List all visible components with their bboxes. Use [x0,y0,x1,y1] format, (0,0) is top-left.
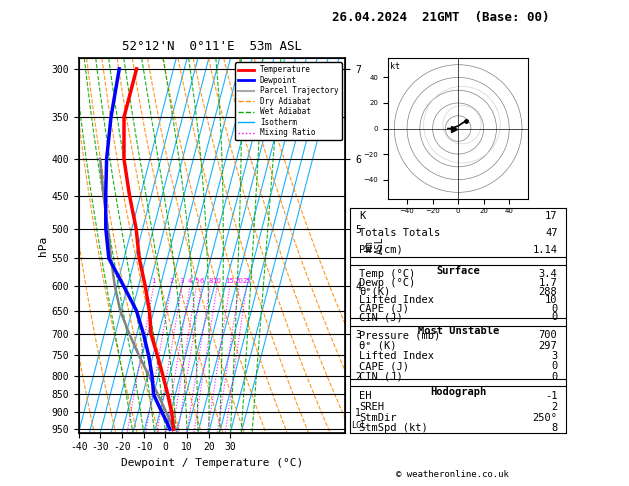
Text: 0: 0 [551,361,557,371]
Text: Dewp (°C): Dewp (°C) [359,278,415,288]
Text: Lifted Index: Lifted Index [359,351,434,361]
Text: θᵉ (K): θᵉ (K) [359,341,396,350]
Text: 3.4: 3.4 [538,269,557,279]
Text: 5: 5 [194,278,199,284]
Text: PW (cm): PW (cm) [359,245,403,255]
Text: Hodograph: Hodograph [430,387,486,397]
Text: 26.04.2024  21GMT  (Base: 00): 26.04.2024 21GMT (Base: 00) [331,11,549,24]
Text: Most Unstable: Most Unstable [418,326,499,336]
Text: 0: 0 [551,312,557,322]
Text: 250°: 250° [533,413,557,422]
Text: -1: -1 [545,391,557,401]
Text: 700: 700 [538,330,557,340]
Text: CIN (J): CIN (J) [359,312,403,322]
Text: SREH: SREH [359,402,384,412]
Text: CAPE (J): CAPE (J) [359,304,409,313]
Text: θᵉ(K): θᵉ(K) [359,287,390,296]
Text: StmDir: StmDir [359,413,396,422]
Text: 8: 8 [551,423,557,434]
Text: CIN (J): CIN (J) [359,372,403,382]
Text: 10: 10 [545,295,557,305]
Text: Temp (°C): Temp (°C) [359,269,415,279]
Text: 2: 2 [169,278,174,284]
Text: 47: 47 [545,228,557,238]
Text: © weatheronline.co.uk: © weatheronline.co.uk [396,469,509,479]
Text: K: K [359,211,365,221]
Text: 0: 0 [551,304,557,313]
Text: 17: 17 [545,211,557,221]
Legend: Temperature, Dewpoint, Parcel Trajectory, Dry Adiabat, Wet Adiabat, Isotherm, Mi: Temperature, Dewpoint, Parcel Trajectory… [235,62,342,140]
Text: Totals Totals: Totals Totals [359,228,440,238]
Text: Surface: Surface [437,266,480,276]
Text: CAPE (J): CAPE (J) [359,361,409,371]
Text: 15: 15 [226,278,235,284]
Text: 4: 4 [188,278,192,284]
Text: 0: 0 [551,372,557,382]
Text: 25: 25 [242,278,251,284]
Text: Pressure (mb): Pressure (mb) [359,330,440,340]
Text: Lifted Index: Lifted Index [359,295,434,305]
Text: 3: 3 [551,351,557,361]
Text: StmSpd (kt): StmSpd (kt) [359,423,428,434]
Text: 2: 2 [551,402,557,412]
Text: 6: 6 [199,278,204,284]
Text: 3: 3 [180,278,184,284]
Title: 52°12'N  0°11'E  53m ASL: 52°12'N 0°11'E 53m ASL [122,40,302,53]
Text: 297: 297 [538,341,557,350]
Text: 8: 8 [208,278,213,284]
Text: EH: EH [359,391,371,401]
X-axis label: Dewpoint / Temperature (°C): Dewpoint / Temperature (°C) [121,458,303,468]
Text: 1.7: 1.7 [538,278,557,288]
Text: LCL: LCL [351,421,365,431]
Text: 1: 1 [152,278,156,284]
Text: 1.14: 1.14 [533,245,557,255]
Text: 288: 288 [538,287,557,296]
Y-axis label: km
ASL: km ASL [364,237,386,254]
Text: kt: kt [391,62,401,71]
Text: 20: 20 [235,278,244,284]
Y-axis label: hPa: hPa [38,235,48,256]
Text: 10: 10 [213,278,221,284]
